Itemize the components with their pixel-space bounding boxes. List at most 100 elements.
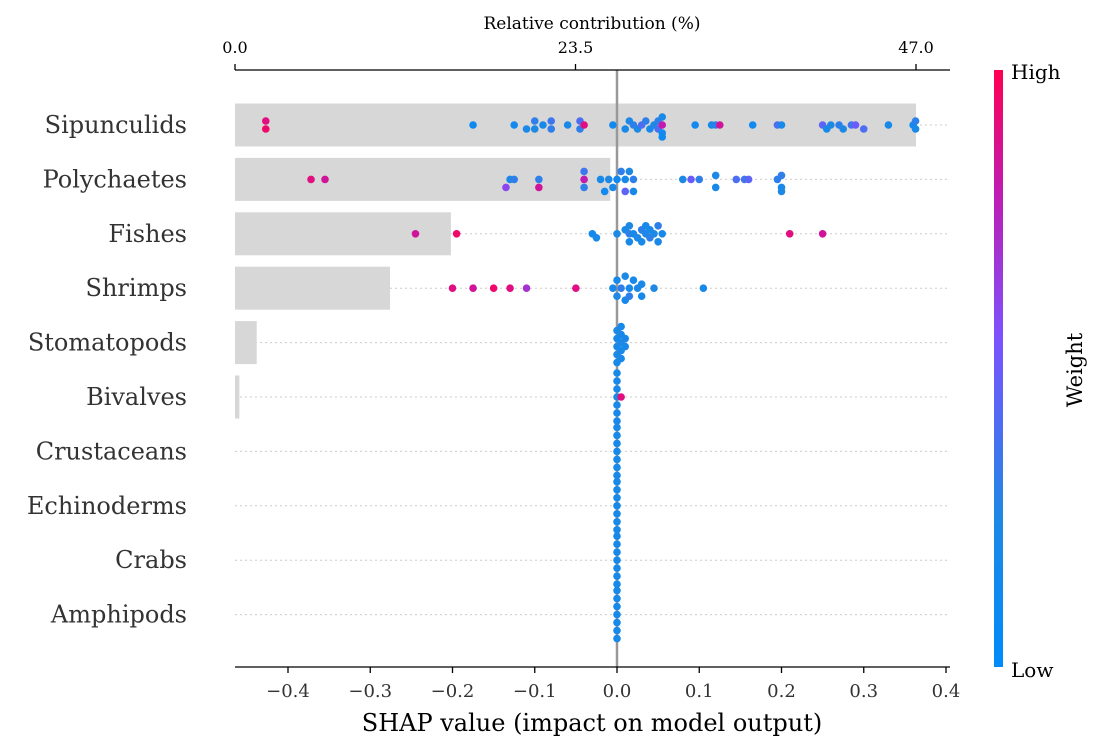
shap-point bbox=[547, 117, 555, 125]
shap-point bbox=[851, 121, 860, 129]
shap-point bbox=[613, 580, 621, 588]
shap-point bbox=[522, 284, 531, 293]
shap-point bbox=[613, 431, 621, 440]
colorbar-low-label: Low bbox=[1011, 658, 1053, 682]
shap-point bbox=[839, 125, 847, 133]
shap-point bbox=[580, 121, 588, 129]
shap-point bbox=[580, 183, 588, 192]
shap-point bbox=[621, 125, 630, 133]
shap-point bbox=[629, 276, 638, 285]
x-tick-label: −0.4 bbox=[266, 681, 310, 702]
shap-point bbox=[625, 238, 634, 246]
shap-point bbox=[859, 125, 868, 133]
importance-bars bbox=[235, 103, 916, 419]
shap-point bbox=[307, 175, 315, 184]
shap-point bbox=[539, 121, 547, 129]
shap-point bbox=[530, 117, 539, 125]
shap-point bbox=[489, 284, 498, 293]
shap-point bbox=[625, 222, 634, 230]
shap-point bbox=[613, 526, 621, 534]
shap-point bbox=[613, 618, 621, 627]
top-axis-label: Relative contribution (%) bbox=[484, 14, 701, 34]
importance-bar bbox=[235, 375, 240, 419]
shap-point bbox=[658, 121, 667, 129]
shap-point bbox=[748, 121, 757, 129]
shap-point bbox=[617, 393, 625, 401]
colorbar: High Low Weight bbox=[994, 60, 1087, 682]
x-axis-top: 0.0 23.5 47.0 bbox=[222, 38, 950, 71]
shap-point bbox=[469, 284, 477, 293]
shap-point bbox=[613, 471, 621, 480]
x-axis-label: SHAP value (impact on model output) bbox=[362, 709, 823, 737]
x-tick-label: 0.1 bbox=[685, 681, 714, 702]
shap-point bbox=[744, 175, 753, 184]
shap-point bbox=[613, 377, 621, 385]
shap-point bbox=[510, 121, 518, 129]
shap-point bbox=[658, 230, 667, 238]
shap-point bbox=[621, 342, 630, 351]
shap-point bbox=[522, 125, 531, 133]
shap-point bbox=[613, 532, 621, 540]
shap-point bbox=[785, 230, 794, 238]
shap-point bbox=[617, 284, 625, 293]
shap-point bbox=[679, 175, 687, 184]
shap-point bbox=[613, 478, 621, 486]
shap-point bbox=[469, 121, 477, 129]
shap-point bbox=[695, 175, 704, 184]
shap-point bbox=[613, 455, 621, 464]
shap-point bbox=[613, 564, 621, 572]
shap-point bbox=[609, 183, 617, 192]
shap-point bbox=[716, 121, 724, 129]
x-tick-label: 0.4 bbox=[932, 681, 961, 702]
importance-bar bbox=[235, 157, 611, 201]
y-tick-label: Polychaetes bbox=[43, 165, 187, 193]
shap-point bbox=[625, 284, 634, 293]
shap-point bbox=[613, 439, 621, 448]
shap-point bbox=[613, 510, 621, 518]
top-tick-label: 47.0 bbox=[898, 38, 934, 57]
y-tick-label: Crabs bbox=[115, 546, 187, 574]
top-tick-label: 23.5 bbox=[558, 38, 594, 57]
y-tick-label: Fishes bbox=[108, 220, 187, 248]
shap-point bbox=[452, 230, 461, 238]
shap-point bbox=[613, 634, 621, 643]
shap-point bbox=[625, 167, 634, 176]
shap-point bbox=[621, 187, 630, 196]
shap-point bbox=[613, 626, 621, 635]
x-tick-label: 0.3 bbox=[849, 681, 878, 702]
shap-point bbox=[613, 423, 621, 432]
importance-bar bbox=[235, 321, 257, 365]
shap-point bbox=[629, 187, 638, 196]
shap-point bbox=[654, 238, 662, 246]
shap-point bbox=[502, 183, 510, 192]
shap-point bbox=[613, 175, 621, 184]
shap-point bbox=[596, 175, 605, 184]
shap-point bbox=[510, 175, 518, 184]
x-tick-label: −0.2 bbox=[431, 681, 475, 702]
shap-point bbox=[625, 292, 634, 301]
shap-point bbox=[613, 417, 621, 425]
shap-point bbox=[613, 369, 621, 377]
shap-point bbox=[777, 187, 786, 196]
x-axis-bottom: −0.4 −0.3 −0.2 −0.1 0.0 0.1 0.2 0.3 0.4 bbox=[235, 666, 961, 702]
shap-point bbox=[621, 334, 630, 343]
shap-point bbox=[613, 610, 621, 619]
shap-point bbox=[629, 175, 638, 184]
colorbar-high-label: High bbox=[1011, 60, 1061, 84]
shap-point bbox=[600, 187, 609, 196]
shap-point bbox=[580, 175, 588, 184]
shap-point bbox=[637, 280, 646, 289]
shap-point bbox=[261, 125, 270, 133]
shap-point bbox=[637, 238, 646, 246]
shap-point bbox=[613, 586, 621, 595]
shap-point bbox=[613, 409, 621, 417]
shap-point bbox=[658, 133, 667, 141]
shap-point bbox=[617, 167, 625, 176]
y-tick-label: Stomatopods bbox=[28, 329, 187, 357]
shap-point bbox=[650, 230, 658, 238]
shap-point bbox=[654, 222, 662, 230]
shap-point bbox=[711, 183, 720, 192]
shap-point bbox=[691, 121, 699, 129]
shap-point bbox=[613, 486, 621, 494]
shap-point bbox=[827, 121, 835, 129]
